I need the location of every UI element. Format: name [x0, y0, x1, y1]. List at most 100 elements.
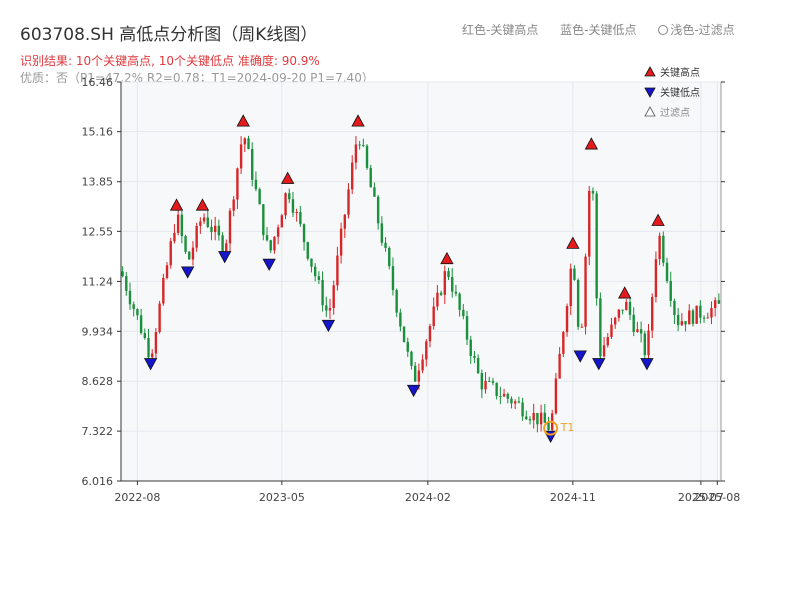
candle-body	[384, 242, 387, 248]
candle-body	[195, 225, 198, 248]
candle-body	[495, 382, 498, 397]
candle-body	[425, 341, 428, 360]
candle-body	[691, 310, 695, 324]
candle-body	[502, 393, 506, 397]
candle-body	[173, 232, 176, 242]
key-high-marker	[618, 286, 632, 299]
t1-marker	[543, 420, 559, 436]
key-high-marker	[351, 114, 365, 127]
candle-body	[439, 292, 443, 295]
candle-body	[336, 255, 339, 286]
x-tick-label: 2024-02	[405, 491, 451, 504]
x-tick-label: 2025-07	[678, 491, 724, 504]
candle-body	[158, 303, 161, 333]
candle-body	[343, 214, 347, 229]
candle-body	[317, 276, 321, 280]
candle-body	[436, 292, 439, 307]
candle-body	[410, 351, 413, 366]
candle-body	[525, 416, 528, 420]
candle-body	[499, 396, 502, 398]
candle-body	[247, 138, 250, 150]
candle-body	[269, 240, 272, 251]
candle-body	[228, 210, 232, 244]
candle-body	[143, 333, 147, 338]
result-summary: 识别结果: 10个关键高点, 10个关键低点 准确度: 90.9%	[20, 54, 320, 68]
candle-body	[139, 315, 143, 334]
candle-body	[176, 214, 180, 233]
candle-body	[210, 226, 213, 233]
candle-body	[243, 138, 247, 145]
legend-label: 过滤点	[660, 106, 690, 119]
candle-body	[188, 251, 191, 260]
candle-body	[539, 412, 543, 425]
key-high-marker	[584, 137, 599, 150]
candle-body	[421, 359, 424, 371]
candle-body	[232, 199, 235, 211]
candle-body	[180, 214, 184, 237]
key-low-marker	[180, 266, 195, 279]
candle-body	[413, 365, 417, 382]
key-low-marker	[640, 358, 654, 371]
candle-body	[484, 380, 487, 390]
candle-body	[595, 193, 598, 299]
candle-body	[517, 401, 521, 403]
candle-body	[206, 217, 209, 227]
candle-body	[454, 291, 458, 294]
key-low-marker	[218, 251, 232, 264]
candle-body	[313, 266, 317, 277]
candle-body	[699, 305, 702, 318]
key-high-marker	[280, 171, 295, 184]
candle-body	[610, 324, 613, 338]
candle-body	[680, 321, 684, 326]
candle-body	[465, 316, 469, 340]
candle-body	[558, 353, 561, 379]
candle-body	[365, 145, 369, 168]
candle-body	[151, 353, 154, 358]
candle-body	[636, 329, 639, 333]
candle-body	[717, 300, 721, 304]
candle-body	[373, 187, 376, 197]
key-low-marker	[406, 384, 421, 398]
candle-body	[654, 259, 658, 297]
candle-body	[217, 225, 221, 236]
x-tick-label: 2022-08	[114, 491, 160, 504]
y-tick-label: 16.46	[82, 76, 114, 89]
key-high-marker	[566, 236, 580, 249]
candle-body	[251, 149, 254, 180]
candle-body	[547, 422, 550, 430]
y-tick-label: 15.16	[82, 126, 114, 139]
legend-marker	[644, 66, 656, 77]
candle-body	[462, 309, 465, 317]
candle-body	[362, 145, 365, 147]
candle-body	[576, 279, 580, 327]
candle-body	[284, 193, 287, 216]
candle-body	[376, 196, 380, 224]
candle-body	[491, 381, 495, 383]
legend-marker	[644, 87, 656, 98]
candle-body	[543, 412, 547, 423]
candle-body	[469, 339, 472, 357]
candle-body	[339, 228, 343, 256]
x-tick-label: 2025-08	[694, 491, 740, 504]
y-tick-label: 13.85	[82, 176, 114, 189]
candle-body	[265, 235, 269, 241]
candle-body	[391, 266, 395, 291]
candle-body	[702, 317, 706, 319]
candle-body	[306, 242, 309, 259]
candle-body	[417, 370, 421, 382]
candle-body	[554, 378, 558, 414]
candle-body	[125, 276, 128, 291]
candle-body	[651, 296, 654, 331]
chart-title: 603708.SH 高低点分析图（周K线图）	[20, 25, 318, 45]
legend-light-filtered: 浅色-过滤点	[658, 23, 752, 37]
y-tick-label: 11.24	[82, 275, 114, 288]
circle-icon	[658, 25, 669, 35]
y-tick-label: 8.628	[82, 375, 114, 388]
candle-body	[399, 312, 402, 327]
candle-body	[358, 144, 361, 146]
candle-body	[447, 271, 450, 277]
candle-body	[639, 329, 643, 334]
x-axis: 2022-08 2023-05 2024-02 2024-11 2025-072025-…	[114, 481, 740, 504]
